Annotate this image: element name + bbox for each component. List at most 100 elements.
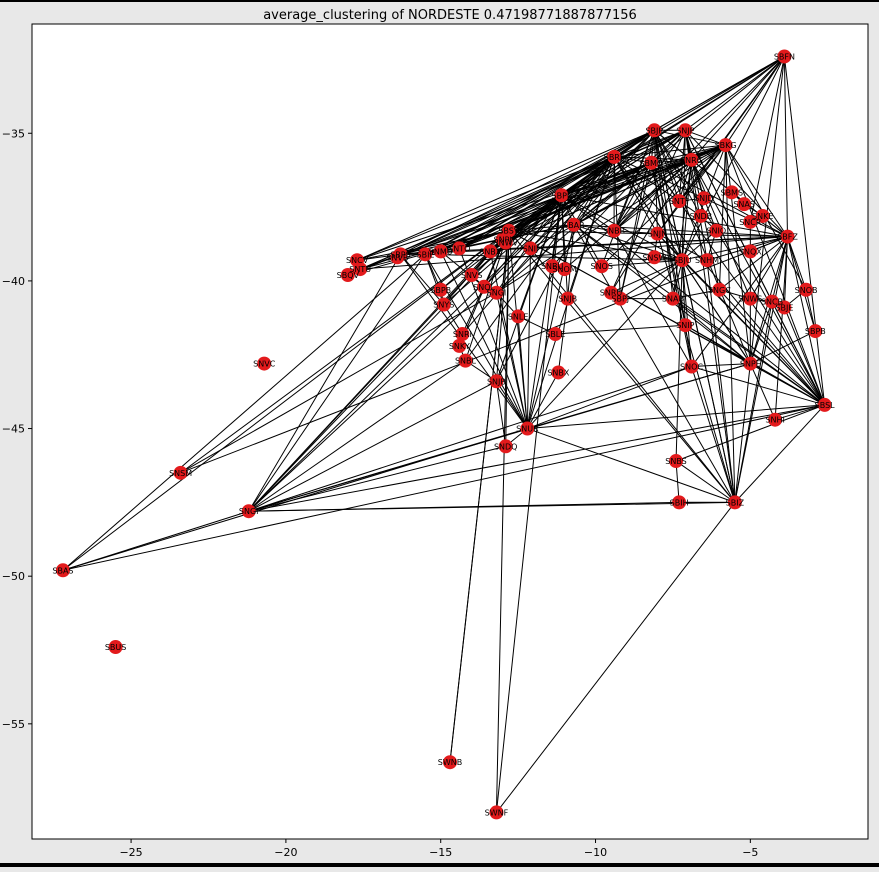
node-label-SNJN: SNJN (648, 230, 667, 239)
node-SNOS (594, 259, 609, 274)
node-label-SNGI2: SNGI (239, 507, 259, 516)
edge-SNIJ-SNUR (526, 248, 532, 429)
edge-SBRF-SBAR (573, 156, 615, 226)
node-SBLE (548, 327, 563, 342)
node-SNJB2 (489, 374, 504, 389)
edges-layer (62, 56, 826, 813)
node-SBSL (817, 397, 832, 412)
node-label-SNBX2: SNBX (547, 368, 570, 377)
node-SBFZ (780, 229, 795, 244)
edge-SNRG-SNOM (564, 159, 692, 270)
edge-SBJP-SNCV (356, 129, 655, 261)
edge-SBIL-SNGI2 (248, 254, 426, 512)
node-label-SNIO: SNIO (706, 227, 726, 236)
node-labels-layer: SBFN SBJP SNJP SBRF SNRG SBMO SBKG SBPL SNTF SNJD… (52, 52, 835, 817)
edge-SBIZ-SNPE (734, 363, 751, 503)
node-SNYS (436, 297, 451, 312)
node-label-SBLE: SBLE (545, 330, 565, 339)
edge-SBKG-SBPL (561, 144, 726, 196)
node-SNOM (557, 262, 572, 277)
node-label-SWNB: SWNB (438, 758, 462, 767)
node-SNIP (678, 318, 693, 333)
node-label-SNVC: SNVC (253, 360, 276, 369)
edge-SBFZ-SBSL (787, 236, 826, 406)
node-label-SNBL: SNBL (455, 357, 477, 366)
node-label-SBRF: SBRF (604, 153, 625, 162)
node-label-SNRU: SNRU (600, 289, 623, 298)
edge-SBRF-SNTF (613, 156, 680, 202)
node-SNPE (743, 356, 758, 371)
edge-SBFN-SBKG (725, 56, 785, 146)
y-tick-label: −50 (2, 570, 25, 583)
node-SNIO (709, 223, 724, 238)
node-label-SNOM: SNOM (552, 265, 576, 274)
node-SBKG (718, 138, 733, 153)
node-SBPB2 (808, 324, 823, 339)
edge-SNMU-SNUR (440, 251, 528, 429)
edge-SBJU-SBIZ (681, 260, 736, 503)
node-label-SBFN: SBFN (774, 52, 795, 61)
edge-SNUR-SBIZ (527, 428, 736, 503)
node-label-SBAR: SBAR (563, 221, 585, 230)
edge-SNRG-SNBR (613, 159, 692, 232)
node-SNWS (743, 291, 758, 306)
node-label-SNTO: SNTO (448, 244, 470, 253)
edge-SBJU-SBPJ (620, 259, 683, 300)
edge-SBIZ-SNBS (675, 460, 736, 503)
x-tick-label: −15 (429, 846, 452, 859)
edge-SNWV-SNGI2 (248, 242, 507, 512)
edge-SNJP-SNBR (613, 130, 686, 231)
edge-SBKG-SBFZ (725, 144, 788, 237)
edge-SBSL-SNPE (750, 363, 825, 406)
node-SNJN (650, 226, 665, 241)
node-label-SNKY: SNKY (449, 342, 470, 351)
edge-SBAS-SNUR (62, 428, 528, 571)
node-SNWV (498, 235, 513, 250)
edge-SNOB-SBPB2 (805, 289, 816, 332)
edge-SBFN-SNRG (691, 56, 785, 161)
node-label-SBPS: SBPS (390, 250, 410, 259)
y-tick-label: −55 (2, 718, 25, 731)
node-SBIZ (727, 495, 742, 510)
edge-SBKG-SNGI (496, 144, 726, 294)
node-label-SNGI: SNGI (487, 289, 507, 298)
node-label-SNVB: SNVB (386, 253, 408, 262)
edge-SBMO-SBPJ (619, 162, 652, 299)
node-label-SBIH: SBIH (670, 498, 689, 507)
y-tick-label: −40 (2, 275, 25, 288)
node-SBPB (433, 282, 448, 297)
edge-SBSV-SBIZ (508, 230, 736, 503)
edge-SNUR-SNJB2 (496, 381, 528, 429)
node-label-SBPJ: SBPJ (611, 295, 629, 304)
node-SNUR (520, 421, 535, 436)
node-label-SNBX: SNBX (479, 247, 502, 256)
edge-SBFZ-SNGC (719, 236, 788, 291)
edge-SBJU-SNBS (675, 260, 683, 462)
node-SBJE (777, 300, 792, 315)
edge-SNGI2-SNJB2 (248, 380, 497, 512)
edge-SBSL-SNUR (527, 404, 825, 430)
node-SNOC (684, 359, 699, 374)
node-SNDQ (498, 439, 513, 454)
edge-SBJP-SBKG (654, 129, 726, 146)
node-SNGI2 (241, 504, 256, 519)
y-tick-label: −45 (2, 423, 25, 436)
node-label-SNSM: SNSM (169, 469, 192, 478)
node-SNTF (672, 194, 687, 209)
edge-SBKG-SBIL (425, 144, 726, 255)
node-label-SNQX: SNQX (739, 247, 762, 256)
edge-SNBX-SNUR (489, 251, 528, 429)
edge-SBKG-SNPE (725, 145, 751, 364)
node-label-SNUR: SNUR (516, 425, 539, 434)
node-SBMO (644, 155, 659, 170)
edge-SBPL-SNBU (551, 195, 562, 267)
node-SNDB (693, 208, 708, 223)
node-SBAS (55, 563, 70, 578)
node-SNGC (712, 282, 727, 297)
node-SNSM (173, 465, 188, 480)
node-SBFN (777, 49, 792, 64)
edge-SNHI-SBSL (774, 404, 825, 421)
edge-SBSV-SNSM (180, 230, 510, 474)
edge-SNHI-SNPE (749, 363, 776, 420)
